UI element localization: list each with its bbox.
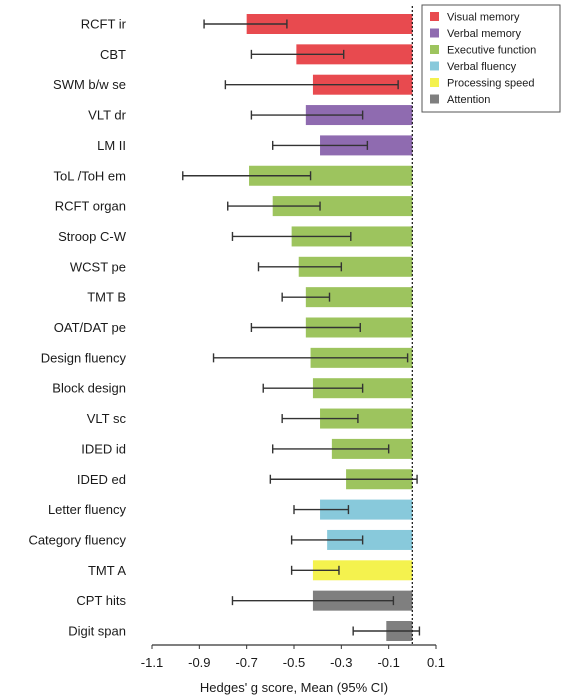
legend-label: Executive function — [447, 45, 536, 57]
category-label: TMT B — [87, 290, 126, 305]
legend-swatch — [430, 94, 439, 104]
legend-label: Visual memory — [447, 12, 520, 24]
bar — [272, 196, 413, 217]
legend-label: Processing speed — [447, 78, 534, 90]
category-label: RCFT ir — [81, 17, 127, 32]
x-tick-label: -0.3 — [330, 655, 352, 670]
bar — [249, 165, 413, 186]
x-tick-label: -0.1 — [377, 655, 399, 670]
category-label: Design fluency — [41, 350, 127, 365]
category-label: Category fluency — [28, 532, 126, 547]
category-label: Digit span — [68, 624, 126, 639]
x-tick-label: -0.5 — [283, 655, 305, 670]
category-label: SWM b/w se — [53, 77, 126, 92]
bar — [246, 14, 413, 34]
category-label: CBT — [100, 47, 126, 62]
category-label: ToL /ToH em — [54, 168, 127, 183]
category-label: OAT/DAT pe — [54, 320, 126, 335]
category-label: TMT A — [88, 563, 126, 578]
legend-label: Verbal fluency — [447, 61, 517, 73]
category-label: Letter fluency — [48, 502, 127, 517]
category-label: IDED ed — [77, 472, 126, 487]
bar — [320, 499, 413, 520]
bar — [298, 256, 413, 277]
bar — [327, 529, 413, 550]
category-label: VLT dr — [88, 108, 126, 123]
category-label: VLT sc — [87, 411, 127, 426]
x-tick-label: -1.1 — [141, 655, 163, 670]
bar — [296, 44, 413, 65]
x-tick-label: -0.9 — [188, 655, 210, 670]
category-label: LM II — [97, 138, 126, 153]
category-label: Stroop C-W — [58, 229, 127, 244]
legend-frame — [421, 4, 561, 113]
legend: Visual memory Verbal memory Executive func… — [421, 4, 561, 113]
bar — [320, 408, 413, 429]
bar — [305, 287, 413, 308]
legend-label: Attention — [447, 94, 490, 106]
legend-label: Verbal memory — [447, 28, 521, 40]
category-label: RCFT organ — [55, 199, 126, 214]
category-label: CPT hits — [76, 593, 126, 608]
bar — [312, 560, 413, 581]
plot-area — [182, 6, 421, 645]
category-label: WCST pe — [70, 259, 126, 274]
category-labels: RCFT ir CBT SWM b/w se VLT dr LM II ToL /ToH … — [28, 17, 126, 639]
x-tick-label: 0.1 — [427, 655, 445, 670]
bar — [291, 226, 413, 247]
x-axis-title: Hedges' g score, Mean (95% CI) — [200, 680, 388, 695]
legend-swatch — [430, 61, 439, 71]
legend-swatch — [430, 28, 439, 38]
x-axis: -1.1 -0.9 -0.7 -0.5 -0.3 -0.1 0.1 — [141, 644, 445, 670]
category-label: Block design — [52, 381, 126, 396]
legend-swatch — [430, 12, 439, 21]
category-label: IDED id — [81, 441, 126, 456]
legend-swatch — [430, 45, 439, 54]
x-tick-label: -0.7 — [235, 655, 257, 670]
legend-swatch — [430, 78, 439, 87]
